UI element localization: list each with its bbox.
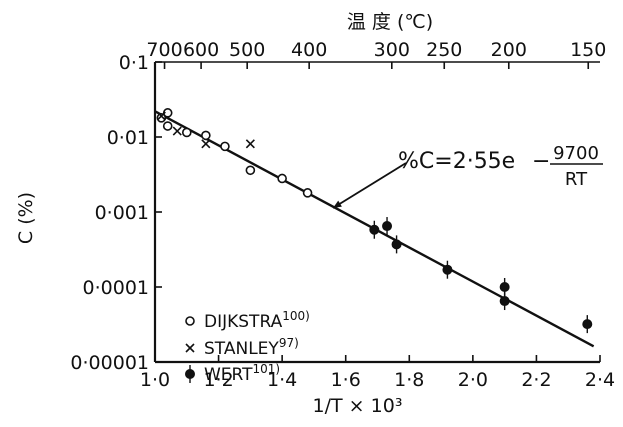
top-tick-label: 500 xyxy=(229,39,265,61)
y-tick-label: 0·1 xyxy=(119,52,149,74)
y-tick-label: 0·0001 xyxy=(83,277,149,299)
top-tick-label: 300 xyxy=(374,39,410,61)
filled-dot xyxy=(382,221,393,232)
top-tick-label: 400 xyxy=(291,39,327,61)
top-tick-label: 150 xyxy=(570,39,606,61)
data-point-dijkstra xyxy=(220,141,230,152)
filled-dot xyxy=(582,319,593,330)
data-point-stanley xyxy=(156,111,166,121)
data-point-wert xyxy=(369,220,380,239)
legend-reference: 97) xyxy=(279,336,299,350)
cross-stroke xyxy=(245,139,255,149)
data-point-wert xyxy=(582,315,593,334)
data-point-stanley xyxy=(172,126,182,136)
top-temperature-axis: 700 600 500 400 300 250 200 150 温 度 (℃) xyxy=(146,11,606,69)
x-tick-label: 1·6 xyxy=(331,369,361,391)
equation-sign: − xyxy=(532,149,550,174)
data-point-dijkstra xyxy=(245,165,256,176)
y-tick-label: 0·01 xyxy=(107,127,149,149)
equation-annotation: %C=2·55e −9700 RT xyxy=(332,143,603,209)
data-point-stanley xyxy=(185,343,195,353)
legend-reference: 101) xyxy=(253,362,281,376)
data-point-stanley xyxy=(245,139,255,149)
top-tick-label: 250 xyxy=(426,39,462,61)
filled-dot xyxy=(499,296,510,307)
equation-numerator: 9700 xyxy=(553,143,599,164)
top-tick-label: 600 xyxy=(183,39,219,61)
annotation-arrowhead xyxy=(333,200,342,209)
data-point-wert xyxy=(391,235,402,254)
annotation-arrow xyxy=(332,162,407,209)
data-point-wert xyxy=(499,292,510,311)
data-point-wert xyxy=(185,365,195,383)
data-point-dijkstra xyxy=(185,316,195,326)
legend: DIJKSTRA100)STANLEY97)WERT101) xyxy=(185,309,310,385)
filled-dot xyxy=(391,239,402,250)
filled-dot xyxy=(369,224,380,235)
x-tick-label: 1·2 xyxy=(203,369,233,391)
x-axis-title: 1/T × 10³ xyxy=(313,395,403,417)
legend-label: STANLEY97) xyxy=(204,336,299,359)
top-tick-label: 200 xyxy=(491,39,527,61)
data-point-wert xyxy=(442,260,453,279)
data-point-dijkstra xyxy=(181,127,192,138)
cross-stroke xyxy=(172,126,182,136)
x-tick-label: 2·2 xyxy=(521,369,551,391)
y-tick-label: 0·001 xyxy=(95,202,149,224)
x-tick-label: 1·8 xyxy=(394,369,424,391)
filled-dot xyxy=(185,369,195,379)
data-point-dijkstra xyxy=(162,121,173,131)
data-point-stanley xyxy=(201,139,211,149)
top-axis-title: 温 度 (℃) xyxy=(347,11,433,33)
filled-dot xyxy=(442,264,453,275)
cross-stroke xyxy=(156,111,166,121)
x-tick-label: 2·0 xyxy=(458,369,488,391)
x-tick-label: 2·4 xyxy=(585,369,615,391)
equation-prefix: %C=2·55e xyxy=(398,149,515,174)
cross-stroke xyxy=(185,343,195,353)
cross-stroke xyxy=(201,139,211,149)
top-tick-label: 700 xyxy=(146,39,182,61)
y-tick-label: 0·00001 xyxy=(70,352,149,374)
legend-reference: 100) xyxy=(282,309,310,323)
data-points xyxy=(156,108,593,334)
y-axis-title: C (%) xyxy=(15,192,37,244)
equation-denominator: RT xyxy=(565,169,588,190)
data-point-dijkstra xyxy=(277,173,287,184)
data-point-dijkstra xyxy=(156,113,167,123)
axis-ticks: 1·0 1·2 1·4 1·6 1·8 2·0 2·2 2·4 0·1 0·01 0·001 0·00… xyxy=(15,52,615,417)
data-point-dijkstra xyxy=(302,188,313,198)
x-tick-label: 1·0 xyxy=(140,369,170,391)
data-point-wert xyxy=(382,217,393,236)
filled-dot xyxy=(499,282,510,292)
legend-label: DIJKSTRA100) xyxy=(204,309,310,332)
x-tick-label: 1·4 xyxy=(267,369,297,391)
data-point-dijkstra xyxy=(201,130,211,141)
